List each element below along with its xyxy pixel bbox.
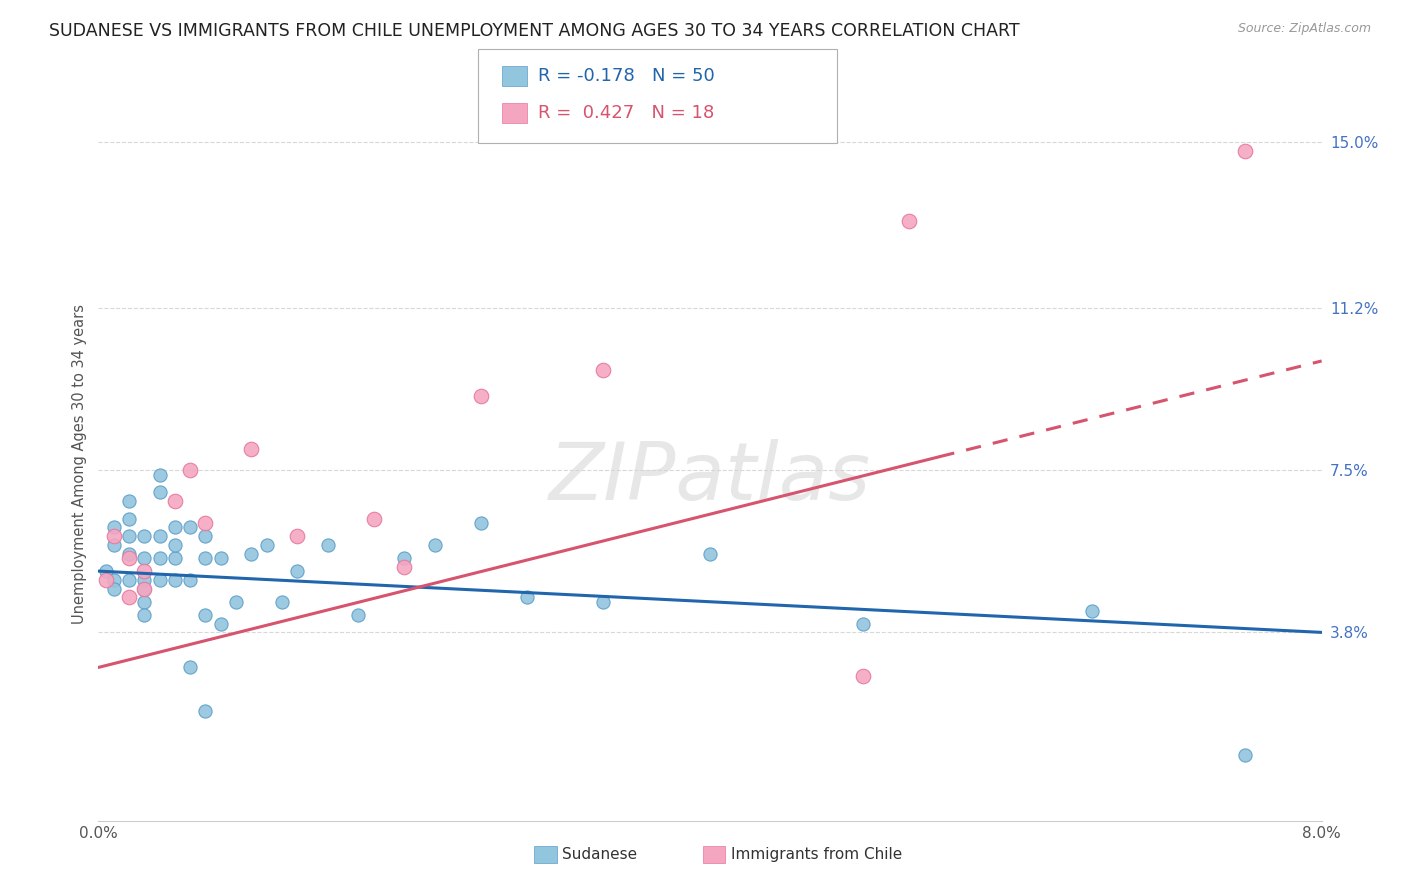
Y-axis label: Unemployment Among Ages 30 to 34 years: Unemployment Among Ages 30 to 34 years <box>72 304 87 624</box>
Point <box>103 538 125 552</box>
Text: Immigrants from Chile: Immigrants from Chile <box>731 847 903 862</box>
Point <box>194 607 217 622</box>
Point <box>470 389 492 403</box>
Text: ZIPatlas: ZIPatlas <box>548 439 872 517</box>
Point <box>163 573 186 587</box>
Point <box>163 551 186 566</box>
Point <box>897 214 920 228</box>
Point <box>134 582 156 596</box>
Point <box>316 538 339 552</box>
Point <box>423 538 446 552</box>
Point <box>1234 747 1257 762</box>
Point <box>134 582 156 596</box>
Point <box>118 547 141 561</box>
Point <box>103 582 125 596</box>
Text: Sudanese: Sudanese <box>562 847 637 862</box>
Point <box>134 529 156 543</box>
Point <box>592 595 614 609</box>
Point <box>852 669 875 683</box>
Point <box>103 529 125 543</box>
Point <box>179 463 201 477</box>
Point <box>179 660 201 674</box>
Point <box>1234 144 1257 158</box>
Point <box>240 547 263 561</box>
Point <box>118 551 141 566</box>
Point <box>363 511 385 525</box>
Point <box>209 616 232 631</box>
Point <box>285 564 308 578</box>
Point <box>392 551 416 566</box>
Point <box>134 573 156 587</box>
Point <box>592 362 614 376</box>
Point <box>149 551 172 566</box>
Point <box>134 551 156 566</box>
Point <box>179 520 201 534</box>
Point <box>118 529 141 543</box>
Point <box>149 529 172 543</box>
Point <box>209 551 232 566</box>
Point <box>256 538 278 552</box>
Point <box>225 595 247 609</box>
Point <box>699 547 721 561</box>
Point <box>118 511 141 525</box>
Point <box>240 442 263 456</box>
Point <box>194 529 217 543</box>
Point <box>163 520 186 534</box>
Point <box>134 607 156 622</box>
Point <box>118 494 141 508</box>
Text: R = -0.178   N = 50: R = -0.178 N = 50 <box>538 67 716 85</box>
Point <box>149 573 172 587</box>
Point <box>134 595 156 609</box>
Point <box>194 551 217 566</box>
Point <box>103 573 125 587</box>
Point <box>270 595 294 609</box>
Point <box>118 573 141 587</box>
Point <box>149 485 172 500</box>
Point <box>194 704 217 718</box>
Text: Source: ZipAtlas.com: Source: ZipAtlas.com <box>1237 22 1371 36</box>
Point <box>103 520 125 534</box>
Point <box>347 607 370 622</box>
Point <box>852 616 875 631</box>
Point <box>163 538 186 552</box>
Point <box>94 564 117 578</box>
Text: R =  0.427   N = 18: R = 0.427 N = 18 <box>538 104 714 122</box>
Point <box>118 591 141 605</box>
Point <box>134 564 156 578</box>
Point <box>94 573 117 587</box>
Point <box>285 529 308 543</box>
Point <box>1081 603 1104 617</box>
Point <box>392 559 416 574</box>
Point <box>470 516 492 530</box>
Point <box>516 591 538 605</box>
Point <box>149 467 172 482</box>
Point <box>163 494 186 508</box>
Point <box>179 573 201 587</box>
Point <box>194 516 217 530</box>
Text: SUDANESE VS IMMIGRANTS FROM CHILE UNEMPLOYMENT AMONG AGES 30 TO 34 YEARS CORRELA: SUDANESE VS IMMIGRANTS FROM CHILE UNEMPL… <box>49 22 1019 40</box>
